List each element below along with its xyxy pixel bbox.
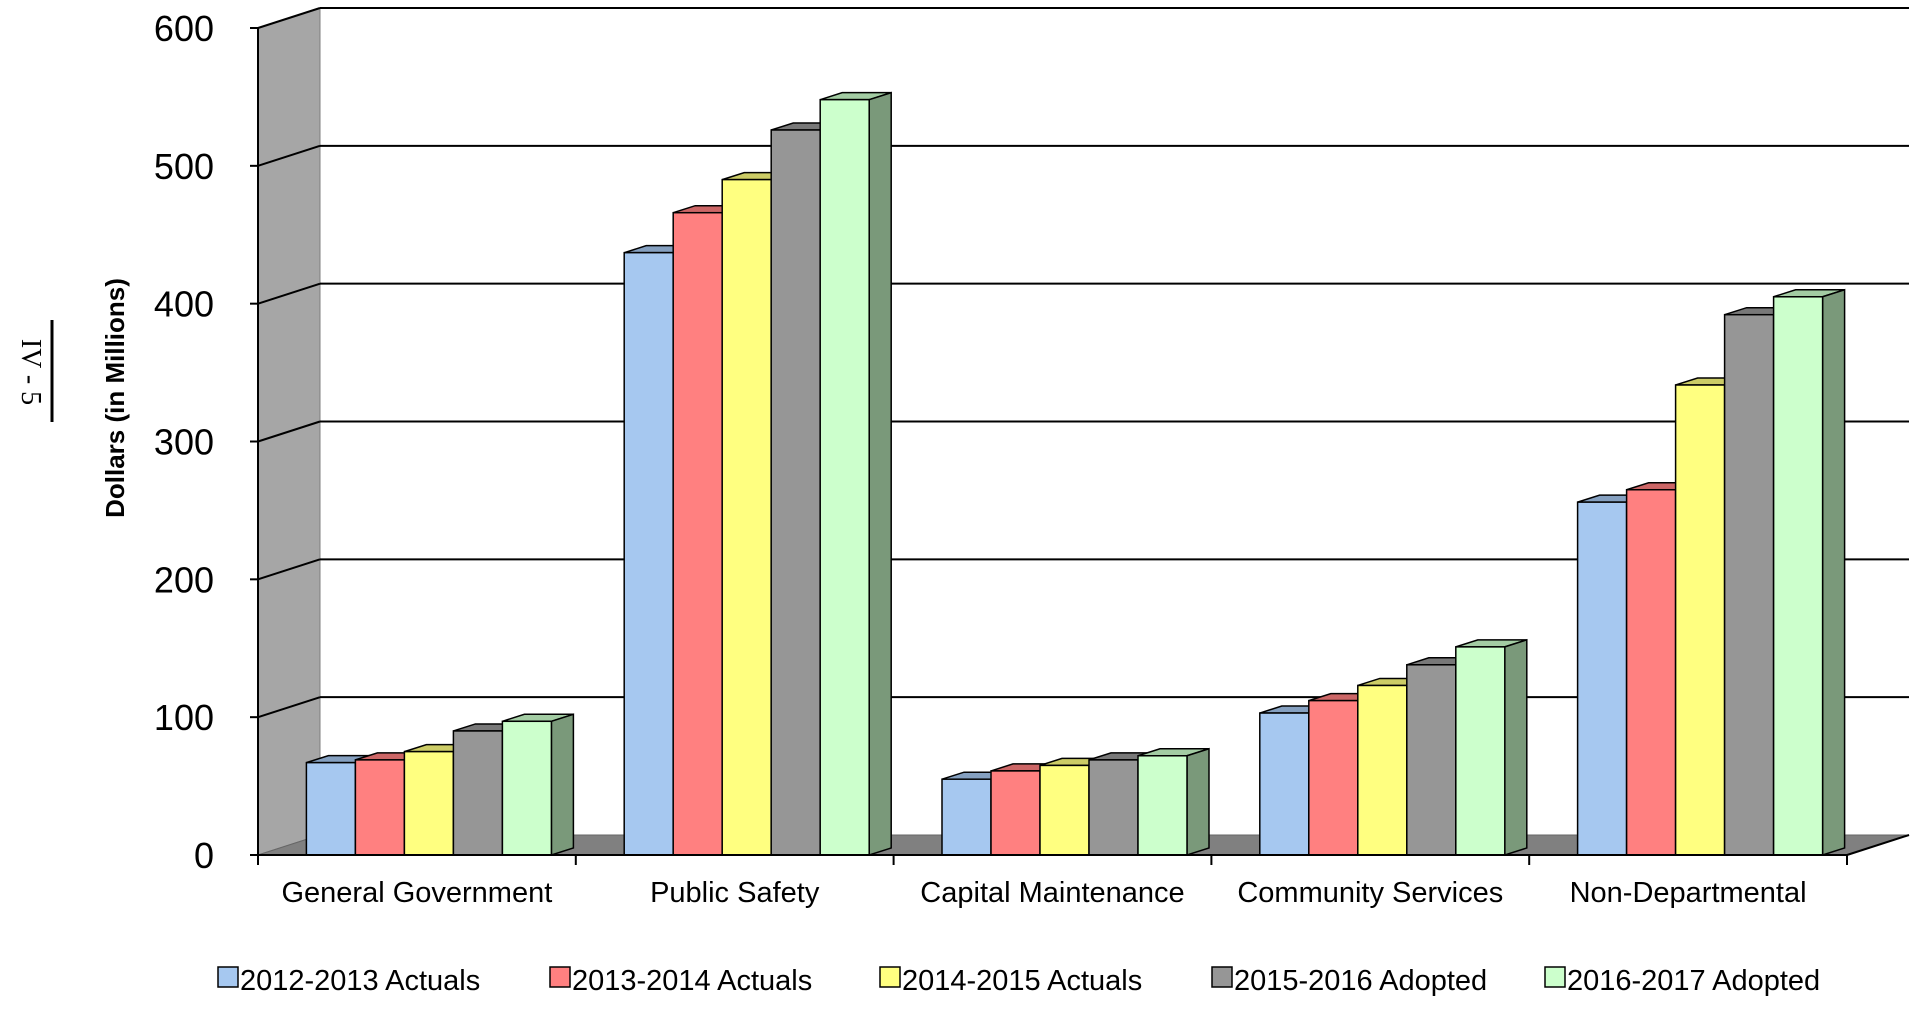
bar-front xyxy=(990,770,1041,856)
legend-swatch xyxy=(1544,966,1566,988)
x-category-labels: General Government Public Safety Capital M… xyxy=(281,877,1806,909)
gridline-side xyxy=(257,420,321,443)
legend-entry: 2012-2013 Actuals xyxy=(217,965,480,997)
legend-entry: 2013-2014 Actuals xyxy=(549,965,812,997)
gridline-side xyxy=(257,144,321,167)
bar-front xyxy=(1406,664,1457,856)
bar-side xyxy=(868,91,892,857)
legend-label: 2015-2016 Adopted xyxy=(1234,965,1487,997)
x-category-label: General Government xyxy=(281,877,552,909)
x-category-label: Community Services xyxy=(1237,877,1503,909)
bars xyxy=(305,91,1846,857)
bar-front xyxy=(770,129,821,856)
bar xyxy=(672,204,745,856)
legend-entry: 2015-2016 Adopted xyxy=(1211,965,1487,997)
gridline-side xyxy=(257,696,321,719)
bar-front xyxy=(1088,759,1139,856)
x-category-label: Capital Maintenance xyxy=(920,877,1184,909)
bar xyxy=(1137,747,1210,857)
y-axis-label: Dollars (in Millions) xyxy=(100,278,130,518)
y-tick-label: 500 xyxy=(154,146,214,187)
legend-label: 2013-2014 Actuals xyxy=(572,965,812,997)
bar xyxy=(1455,638,1528,857)
bar-front xyxy=(1455,646,1506,856)
legend-swatch xyxy=(1211,966,1233,988)
legend: 2012-2013 Actuals 2013-2014 Actuals 2014-2… xyxy=(217,965,1820,997)
bar-side xyxy=(1504,638,1528,857)
bar-side xyxy=(1821,288,1846,857)
y-tick-labels: 0 100 200 300 400 500 600 xyxy=(154,8,214,876)
legend-label: 2014-2015 Actuals xyxy=(902,965,1142,997)
bar xyxy=(1723,306,1796,856)
axes xyxy=(250,27,1910,865)
bar-front xyxy=(354,759,406,856)
bar-front xyxy=(1674,384,1726,856)
y-tick-label: 400 xyxy=(154,284,214,325)
bar-front xyxy=(941,778,992,856)
bar xyxy=(403,743,476,856)
gridline-side xyxy=(257,558,321,581)
bar-front xyxy=(1308,699,1359,856)
bar-front xyxy=(1576,501,1628,856)
legend-label: 2016-2017 Adopted xyxy=(1567,965,1820,997)
bar xyxy=(1357,677,1430,856)
bar-side xyxy=(550,713,575,857)
bar-side xyxy=(1186,747,1210,857)
legend-entry: 2014-2015 Actuals xyxy=(879,965,1142,997)
floor-edge xyxy=(1846,834,1910,856)
bar-front xyxy=(672,211,723,856)
legend-swatch xyxy=(217,966,239,988)
legend-swatch xyxy=(549,966,571,988)
page-number-text: IV - 5 xyxy=(15,339,46,405)
y-tick-label: 600 xyxy=(154,8,214,49)
bar xyxy=(501,713,575,857)
bar-front xyxy=(1723,313,1775,856)
bar-front xyxy=(305,761,357,856)
bar-front xyxy=(403,750,455,856)
gridline-side xyxy=(257,7,321,29)
bar xyxy=(1039,757,1112,856)
bar xyxy=(721,171,794,856)
gridlines xyxy=(257,7,1909,719)
bar-front xyxy=(623,251,674,856)
bar-front xyxy=(452,730,504,856)
bar-front xyxy=(1772,296,1824,856)
legend-entry: 2016-2017 Adopted xyxy=(1544,965,1820,997)
bar-front xyxy=(1625,488,1677,856)
bar-front xyxy=(819,98,870,856)
bar-front xyxy=(1259,712,1310,856)
bar xyxy=(941,771,1014,856)
gridline-side xyxy=(257,282,321,305)
x-category-label: Public Safety xyxy=(650,877,820,909)
y-tick-label: 0 xyxy=(194,835,214,876)
legend-swatch xyxy=(879,966,901,988)
y-tick-label: 200 xyxy=(154,559,214,600)
bar-front xyxy=(721,178,772,856)
bar-front xyxy=(1357,684,1408,856)
bar xyxy=(1088,752,1161,856)
bar xyxy=(1772,288,1846,857)
bar-front xyxy=(501,720,553,856)
bar xyxy=(1625,481,1698,856)
bar xyxy=(1674,377,1747,856)
y-tick-label: 100 xyxy=(154,697,214,738)
bar-front xyxy=(1137,755,1188,856)
x-category-label: Non-Departmental xyxy=(1570,877,1807,909)
page-number: IV - 5 xyxy=(15,320,54,422)
bar xyxy=(819,91,892,857)
bar xyxy=(1406,657,1479,856)
bar-front xyxy=(1039,764,1090,856)
legend-label: 2012-2013 Actuals xyxy=(240,965,480,997)
y-tick-label: 300 xyxy=(154,422,214,463)
